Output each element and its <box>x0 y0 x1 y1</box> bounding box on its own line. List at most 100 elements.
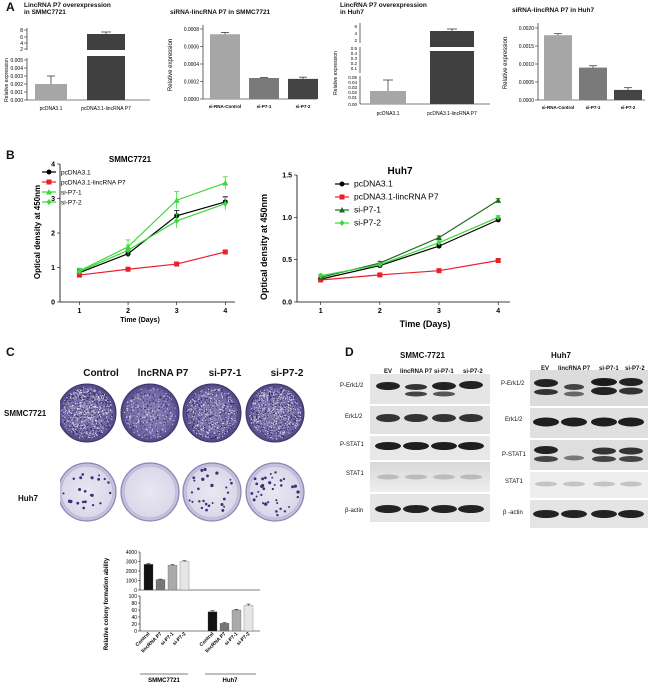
b2-point-0-2 <box>436 243 442 249</box>
c-bar-1 <box>155 579 166 591</box>
plate-row-smmc: SMMC7721 <box>4 409 47 418</box>
plate-huh7-1 <box>120 462 180 522</box>
a2-tick-4: 0.0000 <box>184 97 200 103</box>
b2-legend-marker-0 <box>339 181 345 187</box>
a1-tick-1: 6 <box>20 35 23 41</box>
a2-bar-1 <box>249 78 279 99</box>
a3-bar-0 <box>370 91 406 104</box>
plate-col-control: Control <box>83 368 119 379</box>
a3-tick-6: 0.2 <box>351 61 358 66</box>
plate-col-sip72: si-P7-2 <box>270 368 304 379</box>
b1-xtick-0: 1 <box>77 308 81 315</box>
b2-ytick-1: 1.0 <box>282 215 292 222</box>
a3-tick-13: 0.00 <box>348 102 357 107</box>
d-left-col-si2: si-P7-2 <box>463 369 483 375</box>
a1-tick-8: 0.001 <box>10 90 23 96</box>
a3-ticks: 6 4 2 0.5 0.4 0.3 0.2 0.1 0.05 0.04 0.03… <box>348 24 357 107</box>
c-ylabel: Relative colony formation ability <box>104 557 110 650</box>
a2-bar-0 <box>210 34 240 99</box>
b1-point-1-0 <box>76 272 82 278</box>
c-bar-0 <box>143 564 154 591</box>
plate-huh7-2 <box>182 462 242 522</box>
b2-legend-0: pcDNA3.1 <box>354 179 393 189</box>
b2-point-3-0 <box>318 272 324 279</box>
b2-line-2 <box>320 199 499 279</box>
a1-bar-0 <box>35 84 67 100</box>
a1-tick-7: 0.002 <box>10 82 23 88</box>
d-right-col-lnc: lincRNA P7 <box>558 366 591 372</box>
b2-point-3-3 <box>495 214 501 221</box>
b2-point-1-0 <box>318 277 324 283</box>
b2-legend-2: si-P7-1 <box>354 205 381 215</box>
a1-cat-1: pcDNA3.1-lincRNA P7 <box>81 106 131 112</box>
b1-point-3-3 <box>222 200 228 207</box>
a3-tick-0: 6 <box>354 24 357 29</box>
c-ytick-top-1: 3000 <box>126 560 137 566</box>
d-left-row-actin: β-actin <box>345 508 364 514</box>
a1-bar-1-lower <box>87 56 125 100</box>
c-bar-4 <box>207 611 218 632</box>
a2-cat-2: si-P7-2 <box>296 104 311 109</box>
b1-point-3-1 <box>125 247 131 254</box>
c-bar-5 <box>219 623 230 632</box>
d-right-row-pstat: P-STAT1 <box>502 452 526 458</box>
b1-point-2-2 <box>173 197 180 203</box>
b2-xtick-2: 3 <box>437 308 441 315</box>
colony-plates <box>60 383 305 522</box>
b2-point-1-3 <box>495 258 501 264</box>
a3-tick-9: 0.04 <box>348 80 357 85</box>
c-cat-7: si-P7-2 <box>236 631 252 647</box>
b1-ytick-2: 2 <box>51 231 55 238</box>
b1-legend-1: pcDNA3.1-lincRNA P7 <box>61 180 126 187</box>
b2-legend-marker-3 <box>339 220 345 226</box>
a2-tick-2: 0.0004 <box>184 62 200 68</box>
panel-a-letter: A <box>6 0 15 14</box>
a4-tick-3: 0.0005 <box>519 80 535 86</box>
d-left-col-si1: si-P7-1 <box>434 369 454 375</box>
a1-cat-0: pcDNA3.1 <box>40 106 63 112</box>
a3-tick-4: 0.4 <box>351 51 358 56</box>
panel-c-letter: C <box>6 345 15 359</box>
d-right-col-ev: EV <box>541 366 550 372</box>
a1-ylabel: Relative expression <box>4 58 10 102</box>
a1-bar-1-upper <box>87 34 125 50</box>
b1-line-0 <box>79 201 226 274</box>
c-ytick-top-4: 0 <box>134 588 137 594</box>
panel-d-letter: D <box>345 345 354 359</box>
b1-ylabel: Optical density at 450nm <box>33 185 42 279</box>
d-right-col-si1: si-P7-1 <box>599 366 619 372</box>
c-ytick-bottom-2: 60 <box>131 608 137 614</box>
b1-chart: SMMC7721 Optical density at 450nm Time (… <box>33 155 235 324</box>
b2-chart: Huh7 Optical density at 450nm Time (Days… <box>259 166 510 329</box>
a4-ylabel: Relative expression <box>503 37 509 89</box>
a1-tick-6: 0.003 <box>10 74 23 80</box>
a3-tick-10: 0.03 <box>348 85 357 90</box>
b2-ytick-0: 1.5 <box>282 173 292 180</box>
a3-tick-2: 2 <box>354 38 357 43</box>
b1-xlabel: Time (Days) <box>120 317 160 324</box>
b1-line-1 <box>79 251 226 276</box>
a3-tick-1: 4 <box>354 31 357 36</box>
a3-title-line2: in Huh7 <box>340 9 364 16</box>
b2-legend-marker-2 <box>339 207 345 213</box>
b2-xtick-3: 4 <box>496 308 500 315</box>
b1-legend-0: pcDNA3.1 <box>61 170 91 177</box>
d-right-title: Huh7 <box>551 351 571 360</box>
c-ytick-top-0: 4000 <box>126 550 137 556</box>
d-right-row-stat: STAT1 <box>505 479 523 485</box>
b1-point-1-2 <box>174 261 180 267</box>
b2-ytick-2: 0.5 <box>282 257 292 264</box>
a2-cat-1: si-P7-1 <box>257 104 272 109</box>
a1-tick-9: 0.000 <box>10 98 23 104</box>
a2-bars: si-RNA-Control si-P7-1 si-P7-2 <box>209 32 318 109</box>
b1-ytick-1: 3 <box>51 196 55 203</box>
b2-point-3-1 <box>377 261 383 268</box>
c-colony-barchart: Relative colony formation ability 4000 30… <box>104 550 260 684</box>
a4-chart: Relative expression 0.00200.00150.00100.… <box>503 23 645 110</box>
a2-cat-0: si-RNA-Control <box>209 104 242 109</box>
b2-legend-marker-1 <box>339 194 345 200</box>
b2-point-1-2 <box>436 268 442 274</box>
a2-chart: Relative expression 0.00080.00060.00040.… <box>168 25 318 109</box>
